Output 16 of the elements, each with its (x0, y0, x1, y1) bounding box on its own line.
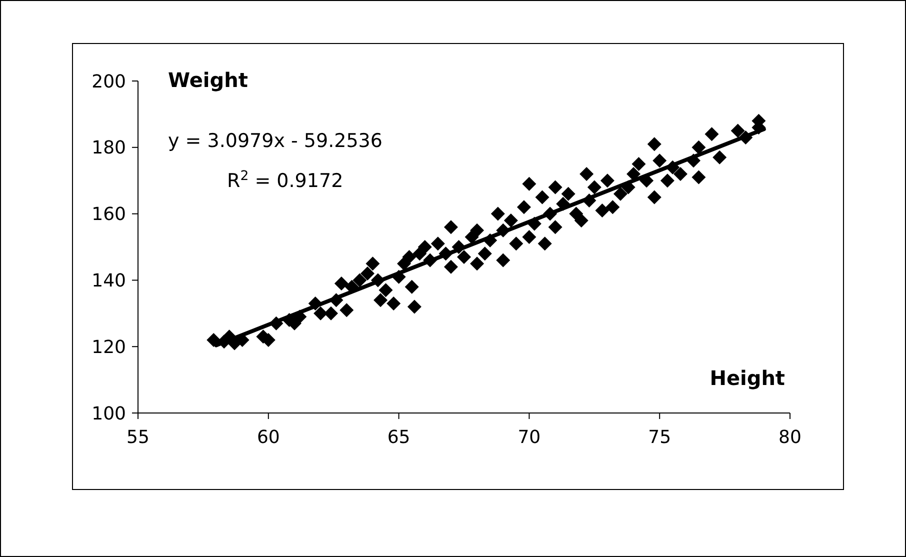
x-tick-label: 80 (778, 427, 802, 448)
x-tick-label: 60 (256, 427, 280, 448)
x-tick-label: 55 (126, 427, 150, 448)
x-tick-label: 65 (387, 427, 410, 448)
y-axis-title: Weight (168, 68, 248, 92)
y-tick-label: 160 (92, 204, 126, 226)
y-tick-label: 120 (92, 336, 126, 358)
y-tick-label: 100 (92, 403, 126, 424)
y-tick-label: 140 (92, 270, 126, 292)
x-tick-label: 75 (648, 427, 672, 448)
y-tick-label: 180 (92, 138, 126, 159)
y-tick-label: 200 (92, 71, 126, 92)
x-axis-title: Height (710, 366, 786, 390)
annotation: R$^{2}$ = 0.9172 (227, 168, 344, 192)
x-tick-label: 70 (518, 427, 541, 448)
annotation: y = 3.0979x - 59.2536 (168, 130, 382, 152)
